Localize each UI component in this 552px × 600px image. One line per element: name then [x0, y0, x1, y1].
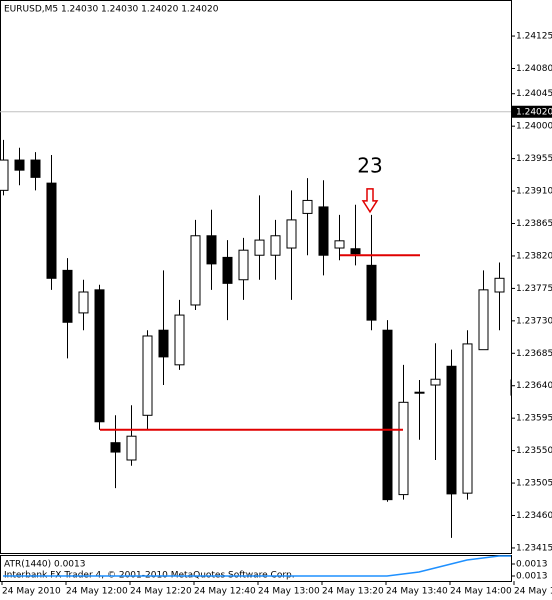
- candle-body: [334, 240, 345, 249]
- candle-body: [110, 442, 121, 453]
- y-tick-label: 1.23775: [516, 284, 552, 294]
- candle-body: [446, 365, 457, 495]
- y-tick-label: 1.23910: [516, 187, 552, 197]
- y-tick-label: 1.24045: [516, 89, 552, 99]
- y-tick-label: 1.23640: [516, 381, 552, 391]
- candle-body: [62, 269, 73, 323]
- candle-body: [478, 289, 489, 351]
- candle-body: [190, 235, 201, 306]
- x-tick-label: 24 May 12:40: [194, 587, 256, 597]
- x-tick-label: 24 May 13:00: [258, 587, 320, 597]
- candle-body: [142, 335, 153, 416]
- candle-body: [350, 248, 361, 255]
- x-tick-label: 24 May 1: [514, 587, 552, 597]
- candle-body: [398, 401, 409, 496]
- candle-body: [382, 329, 393, 501]
- candle-body: [30, 159, 41, 178]
- candle-body: [126, 435, 137, 461]
- y-tick-label: 1.23685: [516, 349, 552, 359]
- y-tick-label: 1.24080: [516, 64, 552, 74]
- candle-body: [14, 159, 25, 171]
- x-tick-label: 24 May 14:00: [450, 587, 512, 597]
- y-tick-label: 1.23415: [516, 543, 552, 553]
- x-tick-label: 24 May 2010: [2, 587, 61, 597]
- indicator-tick-label: 0.0013: [516, 560, 548, 570]
- y-tick-label: 1.23820: [516, 251, 552, 261]
- candle-body: [238, 249, 249, 281]
- indicator-tick-label: 0.0013: [516, 572, 548, 582]
- y-tick-label: 1.23730: [516, 316, 552, 326]
- candle-body: [270, 235, 281, 256]
- candle-body: [46, 182, 57, 279]
- indicator-frame: [0, 555, 512, 582]
- candle-body: [222, 256, 233, 284]
- x-tick-label: 24 May 12:20: [130, 587, 192, 597]
- y-tick-label: 1.23865: [516, 219, 552, 229]
- candle-body: [94, 289, 105, 423]
- main-frame: [0, 0, 512, 554]
- candle-body: [254, 239, 265, 256]
- candle-body: [286, 219, 297, 249]
- y-tick-label: 1.23595: [516, 414, 552, 424]
- candle-body: [78, 291, 89, 314]
- candle-body: [414, 391, 425, 394]
- current-price-box: [512, 105, 552, 118]
- candle-body: [366, 264, 377, 321]
- y-tick-label: 1.23460: [516, 511, 552, 521]
- y-tick-label: 1.23505: [516, 479, 552, 489]
- candle-body: [430, 378, 441, 386]
- annotation: 23: [357, 153, 382, 177]
- current-price-label: 1.24020: [516, 107, 552, 117]
- indicator-line: [3, 555, 511, 577]
- x-tick-label: 24 May 13:20: [322, 587, 384, 597]
- y-tick-label: 1.23550: [516, 446, 552, 456]
- candle-body: [318, 206, 329, 256]
- indicator-label: ATR(1440) 0.0013: [4, 560, 86, 570]
- down-arrow: [361, 188, 379, 214]
- x-tick-label: 24 May 13:40: [386, 587, 448, 597]
- candle-body: [302, 199, 313, 214]
- chart-title: EURUSD,M5 1.24030 1.24030 1.24020 1.2402…: [4, 5, 219, 15]
- candle-body: [462, 343, 473, 494]
- candle-body: [158, 329, 169, 358]
- candle-body: [0, 159, 9, 191]
- candle-body: [174, 314, 185, 366]
- x-tick-label: 24 May 12:00: [66, 587, 128, 597]
- candle-body: [206, 235, 217, 265]
- y-tick-label: 1.24125: [516, 32, 552, 42]
- y-tick-label: 1.23955: [516, 154, 552, 164]
- candle-body: [494, 277, 505, 293]
- y-tick-label: 1.24000: [516, 122, 552, 132]
